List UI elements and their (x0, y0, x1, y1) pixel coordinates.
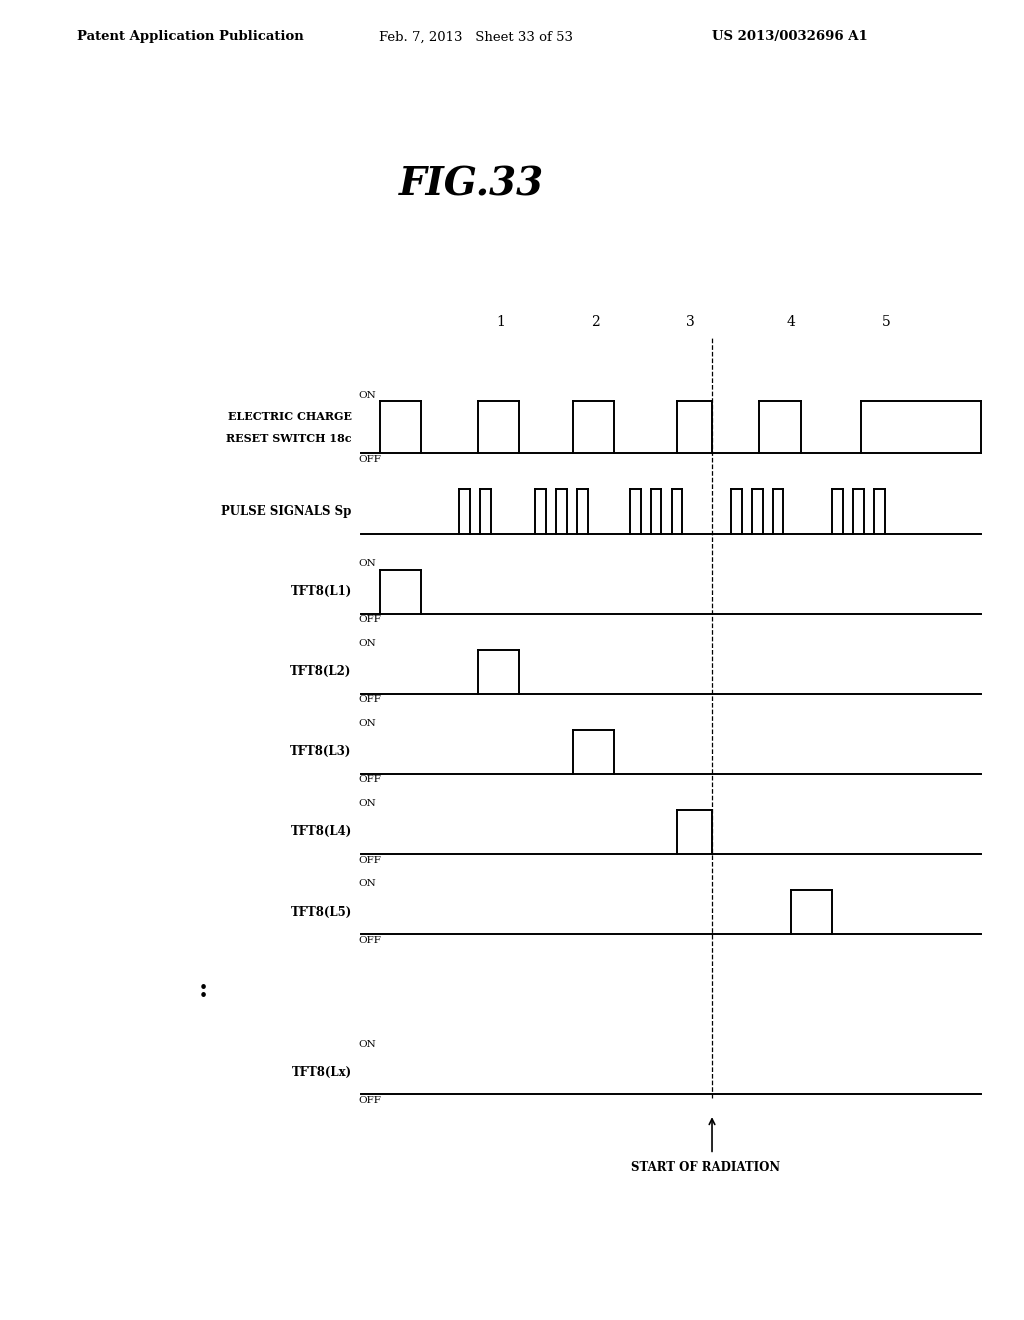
Text: ON: ON (358, 800, 376, 808)
Text: ELECTRIC CHARGE: ELECTRIC CHARGE (227, 411, 352, 422)
Text: PULSE SIGNALS Sp: PULSE SIGNALS Sp (221, 506, 352, 517)
Text: TFT8(Lx): TFT8(Lx) (292, 1065, 352, 1078)
Text: 4: 4 (786, 315, 796, 329)
Text: OFF: OFF (358, 1096, 381, 1105)
Text: OFF: OFF (358, 936, 381, 945)
Text: 2: 2 (591, 315, 599, 329)
Text: :: : (199, 978, 208, 1002)
Text: OFF: OFF (358, 855, 381, 865)
Text: OFF: OFF (358, 696, 381, 705)
Text: RESET SWITCH 18c: RESET SWITCH 18c (226, 433, 352, 444)
Text: TFT8(L2): TFT8(L2) (291, 665, 352, 678)
Text: ON: ON (358, 391, 376, 400)
Text: ON: ON (358, 1040, 376, 1048)
Text: Patent Application Publication: Patent Application Publication (77, 30, 303, 44)
Text: TFT8(L3): TFT8(L3) (291, 746, 352, 758)
Text: START OF RADIATION: START OF RADIATION (631, 1160, 780, 1173)
Text: ON: ON (358, 879, 376, 888)
Text: Feb. 7, 2013   Sheet 33 of 53: Feb. 7, 2013 Sheet 33 of 53 (379, 30, 572, 44)
Text: TFT8(L1): TFT8(L1) (291, 585, 352, 598)
Text: OFF: OFF (358, 775, 381, 784)
Text: 5: 5 (882, 315, 890, 329)
Text: US 2013/0032696 A1: US 2013/0032696 A1 (712, 30, 867, 44)
Text: 1: 1 (496, 315, 505, 329)
Text: ON: ON (358, 639, 376, 648)
Text: OFF: OFF (358, 615, 381, 624)
Text: 3: 3 (685, 315, 694, 329)
Text: TFT8(L4): TFT8(L4) (291, 825, 352, 838)
Text: TFT8(L5): TFT8(L5) (291, 906, 352, 919)
Text: ON: ON (358, 558, 376, 568)
Text: OFF: OFF (358, 455, 381, 465)
Text: FIG.33: FIG.33 (398, 165, 544, 203)
Text: ON: ON (358, 719, 376, 729)
